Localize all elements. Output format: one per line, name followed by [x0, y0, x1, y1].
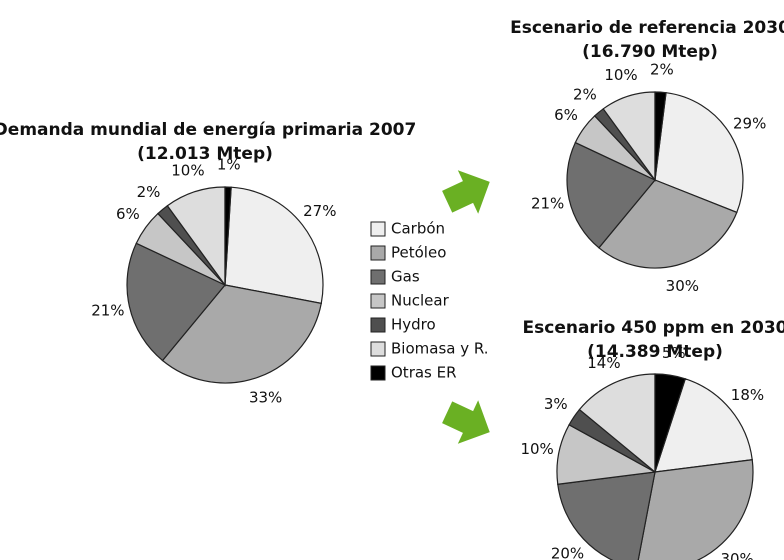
data-label: 3% — [544, 395, 568, 413]
legend-swatch — [370, 221, 386, 237]
legend-swatch — [370, 317, 386, 333]
data-label: 33% — [249, 388, 282, 406]
legend-label: Petóleo — [391, 244, 446, 262]
data-label: 14% — [587, 354, 620, 372]
legend-swatch — [370, 365, 386, 381]
data-label: 20% — [551, 545, 584, 560]
data-label: 6% — [116, 205, 140, 223]
arrow — [442, 170, 490, 214]
legend-label: Biomasa y R. — [391, 340, 489, 358]
data-label: 1% — [217, 156, 241, 174]
data-label: 27% — [303, 202, 336, 220]
data-label: 21% — [531, 194, 564, 212]
pie-slice — [654, 373, 687, 473]
arrow — [442, 400, 490, 444]
pie-slice — [637, 459, 754, 560]
legend-swatch — [370, 293, 386, 309]
pie-slice — [161, 284, 322, 384]
data-label: 6% — [554, 106, 578, 124]
legend-label: Hydro — [391, 316, 436, 334]
data-label: 21% — [91, 302, 124, 320]
pie-slice — [654, 91, 667, 181]
data-label: 10% — [520, 440, 553, 458]
pie-slice — [224, 186, 232, 286]
pie-slice — [126, 242, 226, 362]
legend-label: Otras ER — [391, 364, 457, 382]
data-label: 29% — [733, 115, 766, 133]
data-label: 18% — [731, 386, 764, 404]
legend-label: Carbón — [391, 220, 445, 238]
pie-slice — [598, 179, 738, 269]
data-label: 30% — [666, 277, 699, 295]
legend-swatch — [370, 341, 386, 357]
data-label: 2% — [573, 86, 597, 104]
legend-swatch — [370, 245, 386, 261]
chart-subtitle: (14.389 Mtep) — [587, 342, 723, 362]
chart-subtitle: (12.013 Mtep) — [137, 144, 273, 164]
data-label: 10% — [604, 66, 637, 84]
chart-subtitle: (16.790 Mtep) — [582, 42, 718, 62]
data-label: 5% — [662, 344, 686, 362]
data-label: 30% — [720, 550, 753, 560]
pie-slice — [654, 92, 744, 214]
legend-label: Nuclear — [391, 292, 450, 310]
legend-label: Gas — [391, 268, 420, 286]
pie-slice — [557, 471, 656, 560]
pie-slice — [578, 373, 656, 474]
pie-slice — [566, 141, 656, 249]
data-label: 2% — [137, 183, 161, 201]
data-label: 10% — [171, 161, 204, 179]
data-label: 2% — [650, 61, 674, 79]
chart-title: Escenario de referencia 2030 — [510, 18, 784, 38]
chart-title: Escenario 450 ppm en 2030 — [523, 318, 784, 338]
legend-swatch — [370, 269, 386, 285]
pie-slice — [224, 186, 324, 305]
pie-slice — [654, 378, 753, 473]
chart-title: Demanda mundial de energía primaria 2007 — [0, 120, 416, 140]
